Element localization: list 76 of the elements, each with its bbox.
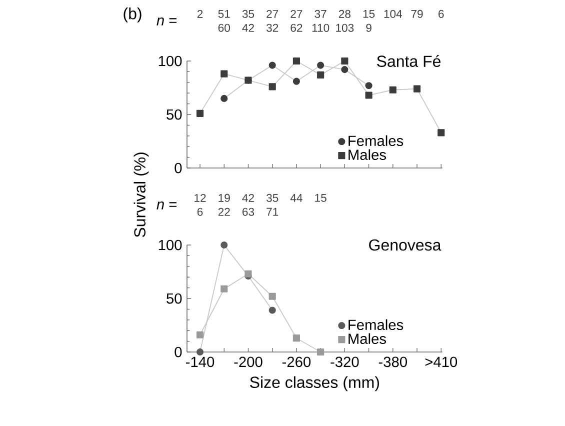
text: 42 bbox=[242, 194, 254, 202]
text: 110 bbox=[312, 24, 330, 32]
text: 35 bbox=[242, 10, 254, 18]
point bbox=[317, 71, 324, 78]
text: 6 bbox=[197, 208, 203, 216]
text: n = bbox=[156, 17, 176, 26]
point bbox=[292, 334, 300, 342]
text: 19 bbox=[218, 194, 230, 202]
point bbox=[196, 110, 204, 117]
point bbox=[317, 348, 324, 356]
legend-label: Males bbox=[348, 149, 386, 160]
point bbox=[268, 306, 276, 314]
y-tick-label: 0 bbox=[174, 346, 182, 358]
text: 27 bbox=[266, 10, 278, 18]
point bbox=[268, 292, 276, 300]
chart-subtitle: Genovesa bbox=[369, 239, 442, 251]
point bbox=[341, 66, 348, 74]
text: 15 bbox=[363, 10, 375, 18]
x-tick-label: -200 bbox=[234, 356, 262, 368]
text: 32 bbox=[266, 24, 278, 32]
text: 62 bbox=[290, 24, 302, 32]
y-tick-label: 50 bbox=[166, 109, 182, 120]
x-axis-title: Size classes (mm) bbox=[250, 376, 379, 392]
y-tick-label: 50 bbox=[166, 293, 182, 304]
legend-label: Females bbox=[348, 135, 404, 146]
text: 6 bbox=[438, 10, 444, 18]
text: 79 bbox=[411, 10, 423, 18]
point bbox=[438, 129, 445, 136]
y-tick-label: 100 bbox=[158, 56, 182, 66]
text: 12 bbox=[194, 194, 206, 202]
point bbox=[244, 270, 252, 278]
text: 60 bbox=[218, 24, 230, 32]
text: n = bbox=[156, 201, 176, 210]
point bbox=[341, 57, 348, 65]
text: 37 bbox=[314, 10, 326, 18]
text: 35 bbox=[266, 194, 278, 202]
point bbox=[413, 85, 421, 92]
text: 9 bbox=[366, 24, 372, 32]
text: 51 bbox=[218, 10, 230, 18]
text: 103 bbox=[336, 24, 354, 32]
text: 15 bbox=[315, 194, 326, 202]
text: 44 bbox=[290, 194, 302, 202]
point bbox=[220, 70, 228, 78]
text: 28 bbox=[338, 10, 350, 18]
y-tick-label: 100 bbox=[158, 240, 182, 250]
text: 71 bbox=[266, 208, 278, 216]
y-tick-label: 0 bbox=[174, 162, 182, 174]
point bbox=[268, 83, 276, 90]
point bbox=[389, 86, 396, 94]
chart-subtitle: Santa Fé bbox=[377, 55, 440, 67]
point bbox=[220, 241, 228, 249]
text: 27 bbox=[290, 10, 302, 18]
text: 104 bbox=[384, 10, 402, 18]
point bbox=[220, 94, 228, 102]
chart-title: (b) bbox=[124, 8, 142, 22]
point bbox=[365, 82, 372, 90]
text: 22 bbox=[218, 208, 230, 216]
point bbox=[268, 62, 276, 69]
x-tick-label: -140 bbox=[186, 356, 214, 368]
point bbox=[196, 348, 204, 356]
x-tick-label: -320 bbox=[330, 356, 359, 368]
text: 2 bbox=[197, 10, 203, 18]
y-axis-title: Survival (%) bbox=[134, 152, 149, 238]
point bbox=[317, 62, 324, 69]
x-tick-label: >410 bbox=[425, 356, 458, 368]
point bbox=[292, 78, 300, 85]
legend-label: Males bbox=[348, 333, 386, 344]
text: 63 bbox=[242, 208, 254, 216]
text: 42 bbox=[242, 24, 254, 32]
x-tick-label: -380 bbox=[378, 356, 407, 368]
point bbox=[220, 285, 228, 292]
point bbox=[292, 57, 300, 65]
point bbox=[196, 331, 204, 338]
x-tick-label: -260 bbox=[282, 356, 311, 368]
point bbox=[365, 92, 372, 99]
legend-label: Females bbox=[348, 319, 404, 330]
